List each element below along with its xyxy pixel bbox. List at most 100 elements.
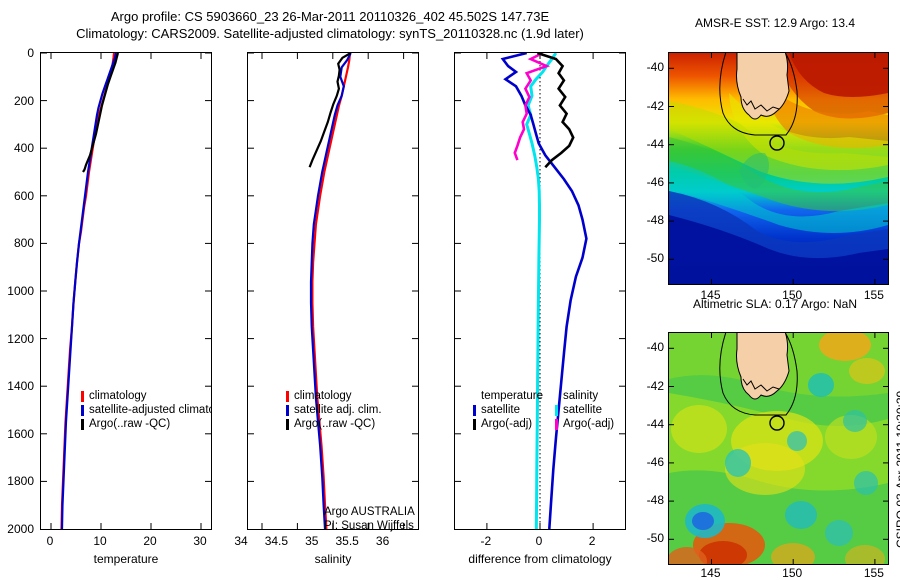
difference-xtick-2: 2 [588, 534, 596, 548]
temperature-xtick-20: 20 [143, 534, 157, 548]
salinity-xtick-36: 36 [375, 534, 390, 548]
ytick-200: 200 [13, 93, 34, 108]
legend-swatch-climatology [286, 390, 289, 402]
figure-title: Argo profile: CS 5903660_23 26-Mar-2011 … [0, 8, 660, 42]
sla-ytick-48: -48 [646, 493, 664, 508]
series-temperature-climatology [60, 53, 116, 529]
difference-xtick-neg2: -2 [480, 534, 492, 548]
legend-swatch-temperature-satellite [473, 404, 476, 416]
series-diff-temperature-argo [536, 53, 575, 169]
sst-ytick-40: -40 [646, 60, 664, 75]
legend-item-salinity-argo: Argo(-adj) [555, 417, 614, 431]
legend-swatch-climatology [81, 390, 84, 402]
sla-map-title: Altimetric SLA: 0.17 Argo: NaN [692, 297, 858, 311]
series-diff-salinity-argo [513, 53, 551, 161]
float-position-marker [769, 415, 785, 431]
legend-header-temperature: temperature [481, 390, 544, 402]
difference-legend-temperature: temperature satellite Argo(-adj) [473, 389, 543, 431]
legend-swatch-argo [81, 418, 84, 430]
legend-label-temperature-satellite: satellite [481, 404, 520, 416]
temperature-xtick-0: 0 [46, 534, 54, 548]
sst-xtick-150: 150 [782, 288, 803, 302]
legend-swatch-argo [286, 418, 289, 430]
sst-ytick-50: -50 [646, 251, 664, 266]
ytick-600: 600 [13, 188, 34, 203]
difference-xtick-0: 0 [535, 534, 543, 548]
temperature-legend: climatology satellite-adjusted climatolo… [81, 389, 212, 431]
difference-legend-salinity: salinity satellite Argo(-adj) [555, 389, 614, 431]
salinity-ticks [248, 53, 418, 529]
legend-header-salinity: salinity [563, 390, 599, 402]
panel-difference: temperature satellite Argo(-adj) salinit… [454, 52, 626, 530]
ytick-0: 0 [27, 46, 34, 60]
float-position-marker [769, 135, 785, 151]
series-temperature-argo [82, 53, 120, 173]
sla-xtick-145: 145 [700, 566, 721, 580]
legend-label-salinity-argo: Argo(-adj) [563, 418, 615, 430]
series-temperature-satellite [60, 53, 118, 529]
sla-ytick-46: -46 [646, 454, 664, 469]
sla-raster [669, 333, 888, 564]
salinity-xtick-35: 35 [305, 534, 319, 548]
temperature-ticks [41, 53, 211, 529]
ytick-1000: 1000 [7, 284, 34, 298]
sst-xtick-145: 145 [700, 288, 721, 302]
legend-label-climatology: climatology [294, 390, 352, 402]
argo-credit: Argo AUSTRALIA PI: Susan Wijffels [324, 505, 415, 533]
legend-label-satellite: satellite adj. clim. [294, 404, 382, 416]
temperature-xtick-10: 10 [93, 534, 107, 548]
difference-plot-area [455, 53, 625, 529]
salinity-xtick-345: 34.5 [264, 534, 289, 548]
series-salinity-climatology [311, 53, 352, 529]
ytick-1200: 1200 [7, 331, 34, 346]
credit-org: Argo AUSTRALIA [324, 506, 415, 518]
salinity-xtick-34: 34 [234, 534, 248, 548]
title-line-2: Climatology: CARS2009. Satellite-adjuste… [76, 26, 584, 41]
series-salinity-satellite [309, 53, 352, 529]
ytick-2000: 2000 [7, 522, 34, 536]
salinity-axis-label: salinity [314, 552, 352, 566]
legend-label-argo: Argo(..raw -QC) [294, 418, 376, 430]
title-line-1: Argo profile: CS 5903660_23 26-Mar-2011 … [110, 9, 550, 24]
sst-ytick-48: -48 [646, 213, 664, 228]
sst-ytick-46: -46 [646, 174, 664, 189]
legend-label-satellite: satellite-adjusted climatology [89, 404, 212, 416]
map-sla [668, 332, 889, 565]
sst-ytick-42: -42 [646, 98, 664, 113]
sla-ytick-42: -42 [646, 378, 664, 393]
legend-label-salinity-satellite: satellite [563, 404, 602, 416]
credit-pi: PI: Susan Wijffels [324, 520, 414, 532]
legend-item-argo: Argo(..raw -QC) [81, 417, 212, 431]
sst-ytick-44: -44 [646, 136, 664, 151]
sla-ytick-50: -50 [646, 531, 664, 546]
legend-item-argo: Argo(..raw -QC) [286, 417, 382, 431]
legend-label-argo: Argo(..raw -QC) [89, 418, 171, 430]
salinity-legend: climatology satellite adj. clim. Argo(..… [286, 389, 382, 431]
temperature-plot-area [41, 53, 211, 529]
sla-xtick-155: 155 [863, 566, 884, 580]
series-diff-salinity-satellite [525, 53, 558, 529]
difference-ticks [455, 53, 625, 529]
difference-axis-label: difference from climatology [468, 552, 612, 566]
legend-label-climatology: climatology [89, 390, 147, 402]
panel-salinity: climatology satellite adj. clim. Argo(..… [247, 52, 419, 533]
temperature-axis-label: temperature [93, 552, 159, 566]
legend-swatch-salinity-argo [555, 418, 558, 430]
legend-item-climatology: climatology [286, 389, 382, 403]
sla-ytick-40: -40 [646, 340, 664, 355]
legend-item-satellite: satellite adj. clim. [286, 403, 382, 417]
legend-swatch-satellite [81, 404, 84, 416]
ytick-1600: 1600 [7, 426, 34, 441]
temperature-xtick-30: 30 [193, 534, 207, 548]
legend-item-salinity-satellite: satellite [555, 403, 614, 417]
map-sst [668, 52, 889, 285]
legend-item-temperature-satellite: satellite [473, 403, 543, 417]
legend-swatch-temperature-argo [473, 418, 476, 430]
series-diff-temperature-satellite [500, 53, 588, 529]
legend-item-temperature-argo: Argo(-adj) [473, 417, 543, 431]
ytick-400: 400 [13, 141, 34, 156]
salinity-plot-area [248, 53, 418, 529]
legend-item-climatology: climatology [81, 389, 212, 403]
sst-xtick-155: 155 [863, 288, 884, 302]
